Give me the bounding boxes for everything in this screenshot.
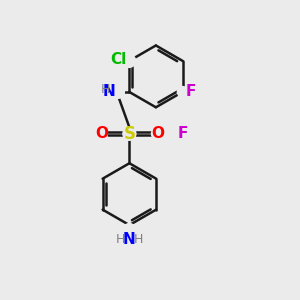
Text: F: F (186, 84, 196, 99)
Circle shape (111, 85, 124, 98)
Text: H: H (101, 83, 110, 96)
Text: N: N (102, 84, 115, 99)
Text: O: O (151, 126, 164, 141)
Circle shape (123, 127, 136, 140)
Text: O: O (95, 126, 108, 141)
Text: F: F (178, 126, 188, 141)
Circle shape (95, 128, 107, 140)
Text: Cl: Cl (110, 52, 126, 67)
Text: H: H (134, 233, 143, 246)
Text: S: S (123, 125, 135, 143)
Circle shape (177, 86, 188, 97)
Text: H: H (115, 233, 125, 246)
Circle shape (123, 55, 136, 68)
Circle shape (122, 224, 137, 238)
Text: N: N (123, 232, 136, 247)
Circle shape (152, 128, 163, 140)
